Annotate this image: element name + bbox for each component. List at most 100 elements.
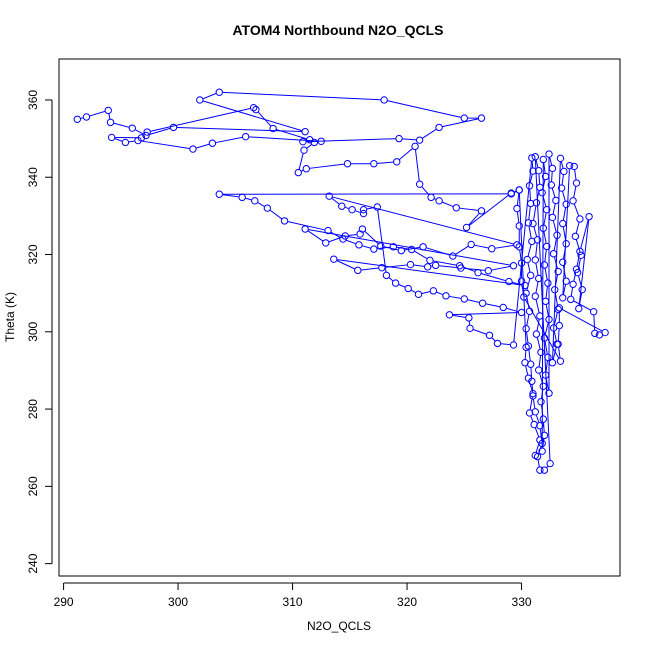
data-point	[107, 133, 116, 142]
data-point	[393, 158, 401, 166]
data-point	[548, 359, 557, 367]
data-point	[528, 154, 536, 162]
series-line-segment	[545, 286, 548, 298]
data-point	[488, 245, 496, 253]
data-point	[142, 131, 150, 140]
data-point	[370, 160, 378, 168]
data-point	[572, 265, 581, 273]
series-line-segment	[404, 246, 420, 251]
series-line-segment	[551, 188, 556, 198]
data-point	[569, 280, 577, 288]
x-tick-label: 330	[512, 595, 532, 609]
series-line-segment	[301, 169, 304, 172]
data-point	[302, 165, 310, 173]
data-point	[515, 186, 523, 194]
data-point	[531, 408, 539, 416]
series-line-segment	[135, 129, 144, 135]
series-line-segment	[80, 117, 84, 119]
data-point	[460, 295, 468, 303]
data-point	[535, 274, 543, 283]
series-line-segment	[527, 244, 532, 257]
data-point	[378, 263, 386, 272]
series-line-segment	[570, 287, 574, 296]
y-axis-label: Theta (K)	[3, 292, 17, 342]
series-line-segment	[491, 337, 496, 342]
data-point	[445, 311, 454, 319]
data-point	[521, 281, 529, 290]
series-line-segment	[464, 267, 485, 271]
data-point	[555, 304, 564, 312]
series-line-segment	[528, 349, 531, 361]
series-line-segment	[525, 299, 560, 359]
data-point	[573, 268, 582, 277]
data-point	[493, 339, 502, 348]
series-line-segment	[442, 201, 454, 207]
series-line-segment	[529, 174, 533, 183]
series-line-segment	[553, 312, 558, 325]
data-point	[513, 204, 521, 213]
series-line-segment	[399, 148, 413, 160]
data-point	[429, 287, 438, 295]
series-line-segment	[426, 247, 450, 256]
series-line-segment	[366, 207, 374, 210]
data-point	[541, 371, 550, 379]
x-axis-label: N2O_QCLS	[307, 619, 371, 633]
data-point	[538, 188, 546, 197]
series-line-segment	[176, 127, 302, 133]
series-line-segment	[529, 189, 531, 201]
series-line-segment	[544, 268, 548, 280]
data-point	[137, 134, 146, 142]
data-point	[300, 146, 308, 154]
data-point	[427, 193, 435, 202]
data-point	[415, 136, 424, 144]
series-line-segment	[562, 169, 570, 295]
series-line-segment	[525, 366, 529, 375]
y-tick-label: 240	[26, 553, 40, 573]
series-line-segment	[553, 331, 557, 341]
series-line-segment	[545, 360, 548, 372]
series-line-segment	[536, 319, 540, 331]
series-line-segment	[573, 272, 577, 281]
series-line-segment	[388, 277, 394, 282]
data-point	[526, 271, 535, 280]
data-point	[554, 305, 562, 314]
series-line-segment	[531, 161, 534, 168]
series-line-segment	[473, 329, 487, 335]
series-line-segment	[89, 110, 106, 117]
series-line-segment	[528, 381, 533, 391]
series-line-segment	[414, 149, 420, 181]
data-point	[330, 255, 338, 263]
series-line-segment	[336, 260, 355, 270]
data-point	[169, 123, 178, 132]
series-line-segment	[593, 315, 596, 330]
data-point	[552, 196, 560, 205]
data-point	[536, 312, 544, 320]
data-point	[419, 243, 427, 251]
data-point	[520, 293, 528, 301]
data-point	[515, 222, 523, 230]
series-line-segment	[519, 250, 522, 260]
series-line-segment	[467, 299, 480, 303]
series-line-segment	[562, 309, 603, 332]
series-line-segment	[202, 93, 217, 100]
y-tick-label: 260	[26, 476, 40, 496]
data-point	[435, 197, 443, 205]
data-point	[525, 182, 534, 190]
data-point	[562, 200, 570, 208]
data-point	[536, 436, 544, 444]
series-line-segment	[536, 337, 541, 350]
data-point	[280, 217, 289, 225]
series-line-segment	[469, 194, 509, 226]
data-point	[575, 304, 583, 313]
series-line-segment	[553, 238, 557, 251]
data-point	[252, 105, 260, 114]
x-tick-label: 290	[54, 595, 74, 609]
data-point	[460, 114, 468, 122]
data-point	[269, 124, 277, 133]
series-line-segment	[560, 161, 564, 169]
series-line-segment	[576, 254, 580, 266]
data-point	[389, 243, 398, 251]
series-line-segment	[530, 367, 533, 378]
data-point	[143, 128, 151, 136]
data-point	[435, 123, 443, 132]
